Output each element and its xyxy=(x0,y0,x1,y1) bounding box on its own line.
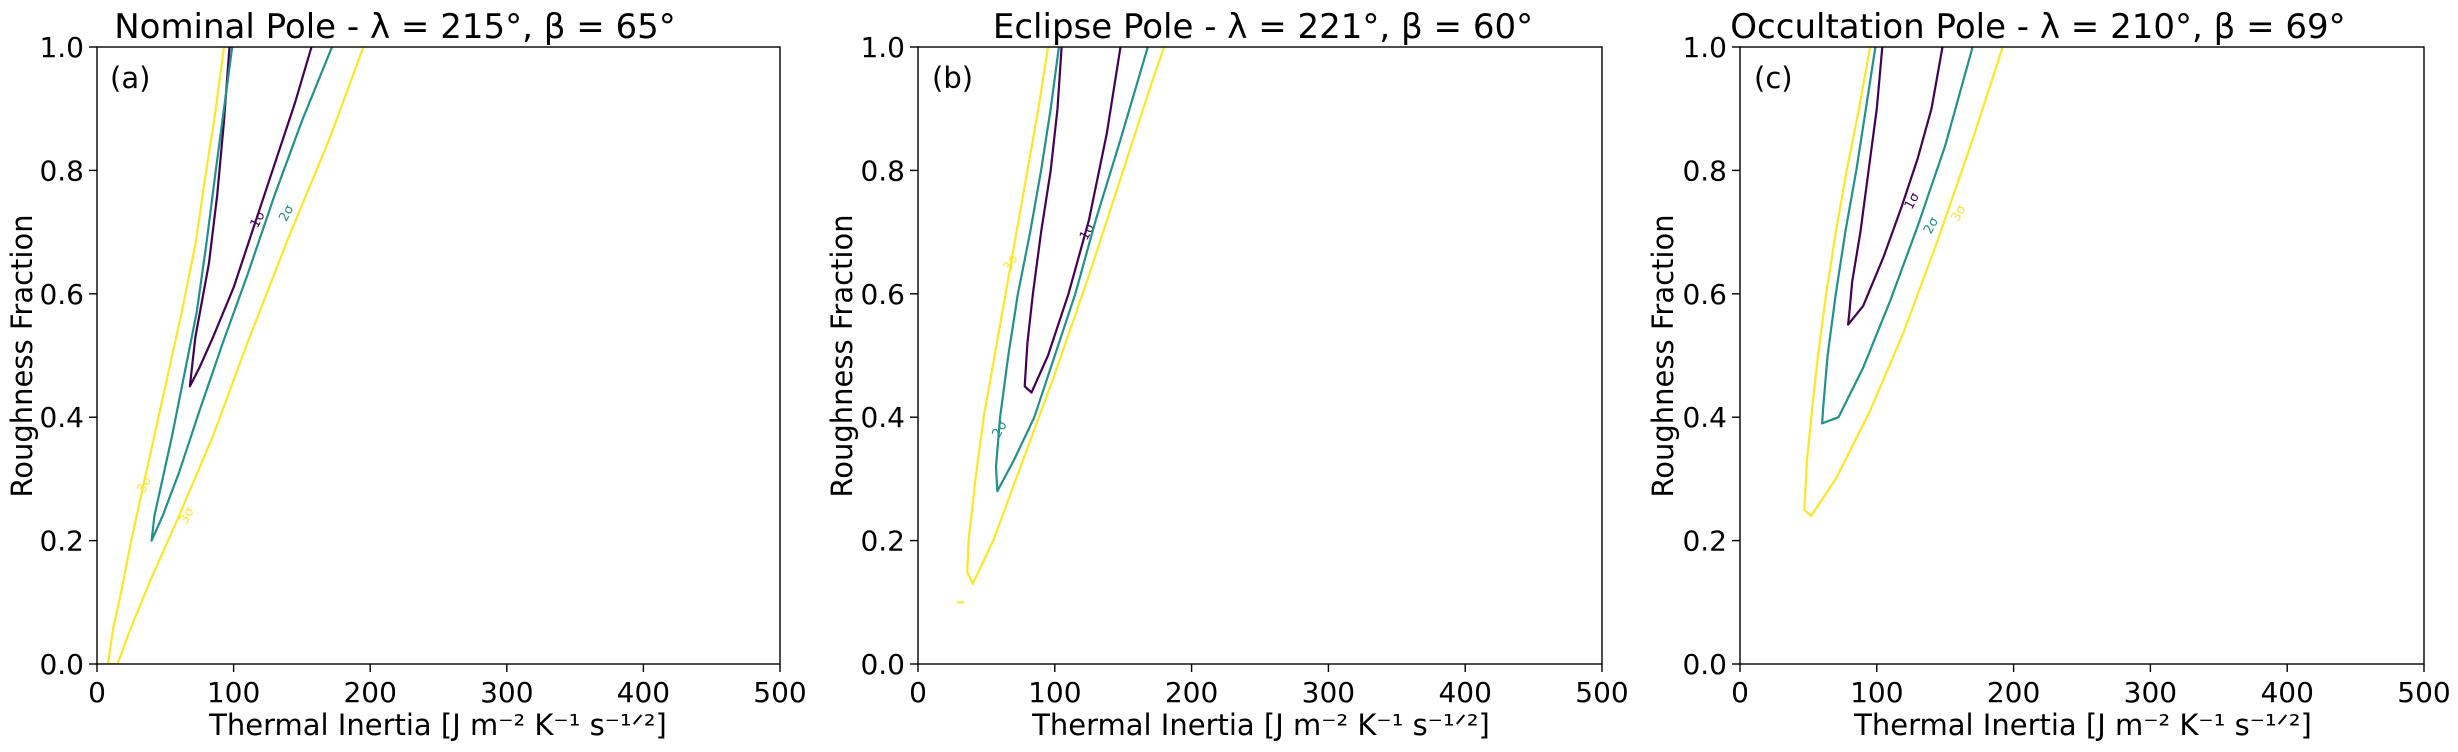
y-tick-label: 0.2 xyxy=(860,525,905,558)
y-tick-label: 0.8 xyxy=(1682,154,1727,187)
panel-tag: (b) xyxy=(932,61,973,95)
x-tick-label: 300 xyxy=(1302,676,1355,709)
x-tick-label: 0 xyxy=(1731,676,1749,709)
panel-c: Occultation Pole - λ = 210°, β = 69° (c)… xyxy=(1646,7,2451,742)
y-tick-label: 0.6 xyxy=(860,278,905,311)
contour-label: 2σ xyxy=(1921,215,1942,237)
y-tick-label: 1.0 xyxy=(39,31,84,64)
contour-2σ-line xyxy=(994,47,1149,493)
y-tick-label: 0.2 xyxy=(39,525,84,558)
plot-frame xyxy=(1739,46,2425,665)
x-tick-label: 400 xyxy=(2260,676,2313,709)
y-tick-label: 0.0 xyxy=(39,648,84,681)
panel-a: Nominal Pole - λ = 215°, β = 65° (a) The… xyxy=(5,7,807,742)
contour-3σ-line xyxy=(106,47,365,664)
panel-tag: (c) xyxy=(1754,61,1793,95)
y-axis-label: Roughness Fraction xyxy=(825,214,859,497)
y-tick-label: 0.4 xyxy=(39,401,84,434)
x-axis-label: Thermal Inertia [J m⁻² K⁻¹ s⁻¹ᐟ²] xyxy=(208,708,667,742)
contour-group: 1σ 2σ 3σ xyxy=(1803,47,2004,517)
contour-label: 1σ xyxy=(1902,190,1923,212)
y-axis-label: Roughness Fraction xyxy=(1646,214,1680,497)
y-tick-label: 0.6 xyxy=(1682,278,1727,311)
panel-tag: (a) xyxy=(110,61,150,95)
plot-frame xyxy=(96,46,781,665)
x-tick-label: 500 xyxy=(753,676,806,709)
contour-3σ-line xyxy=(966,47,1166,585)
x-tick-label: 300 xyxy=(480,676,533,709)
y-tick-label: 0.6 xyxy=(39,278,84,311)
x-tick-label: 0 xyxy=(909,676,927,709)
y-tick-label: 0.0 xyxy=(1682,648,1727,681)
y-tick-label: 0.8 xyxy=(39,154,84,187)
y-axis-label: Roughness Fraction xyxy=(5,214,39,497)
x-tick-label: 0 xyxy=(88,676,106,709)
y-tick-label: 0.8 xyxy=(860,154,905,187)
chart-title: Nominal Pole - λ = 215°, β = 65° xyxy=(114,7,676,47)
x-tick-label: 100 xyxy=(1028,676,1081,709)
x-tick-label: 300 xyxy=(2124,676,2177,709)
contour-label: 3σ xyxy=(1948,203,1969,225)
contour-1σ-line xyxy=(1023,47,1122,394)
x-axis-label: Thermal Inertia [J m⁻² K⁻¹ s⁻¹ᐟ²] xyxy=(1031,708,1490,742)
contour-label: 2σ xyxy=(990,419,1011,441)
x-tick-label: 400 xyxy=(1438,676,1491,709)
x-tick-label: 200 xyxy=(1165,676,1218,709)
contour-label: 3σ xyxy=(177,505,198,527)
x-tick-label: 500 xyxy=(2397,676,2450,709)
contour-3σ-line xyxy=(1803,47,2004,517)
chart-title: Occultation Pole - λ = 210°, β = 69° xyxy=(1730,7,2345,47)
x-tick-label: 100 xyxy=(207,676,260,709)
y-tick-label: 0.2 xyxy=(1682,525,1727,558)
x-axis-label: Thermal Inertia [J m⁻² K⁻¹ s⁻¹ᐟ²] xyxy=(1853,708,2312,742)
x-tick-label: 200 xyxy=(343,676,396,709)
panel-b: Eclipse Pole - λ = 221°, β = 60° (b) The… xyxy=(825,7,1629,742)
x-tick-label: 400 xyxy=(617,676,670,709)
y-tick-label: 1.0 xyxy=(1682,31,1727,64)
plot-frame xyxy=(917,46,1603,665)
contour-2σ-line xyxy=(1821,47,1974,425)
y-tick-label: 0.4 xyxy=(860,401,905,434)
plot-area: 1σ 2σ 3σ 0 100 200 300 400 500 0.0 0.2 0.4 0.6 0.8 1.0 xyxy=(1682,31,2450,709)
y-tick-label: 1.0 xyxy=(860,31,905,64)
contour-label: 2σ xyxy=(276,203,297,225)
y-tick-label: 0.0 xyxy=(860,648,905,681)
y-tick-label: 0.4 xyxy=(1682,401,1727,434)
contour-1σ-line xyxy=(1847,47,1944,326)
x-tick-label: 200 xyxy=(1987,676,2040,709)
contour-2σ-line xyxy=(150,47,334,542)
x-tick-label: 500 xyxy=(1575,676,1628,709)
contour-label: 3σ xyxy=(1001,252,1022,274)
contour-label: 3σ xyxy=(134,474,155,496)
x-tick-label: 100 xyxy=(1850,676,1903,709)
contour-1σ-line xyxy=(188,47,313,388)
chart-title: Eclipse Pole - λ = 221°, β = 60° xyxy=(993,7,1533,47)
